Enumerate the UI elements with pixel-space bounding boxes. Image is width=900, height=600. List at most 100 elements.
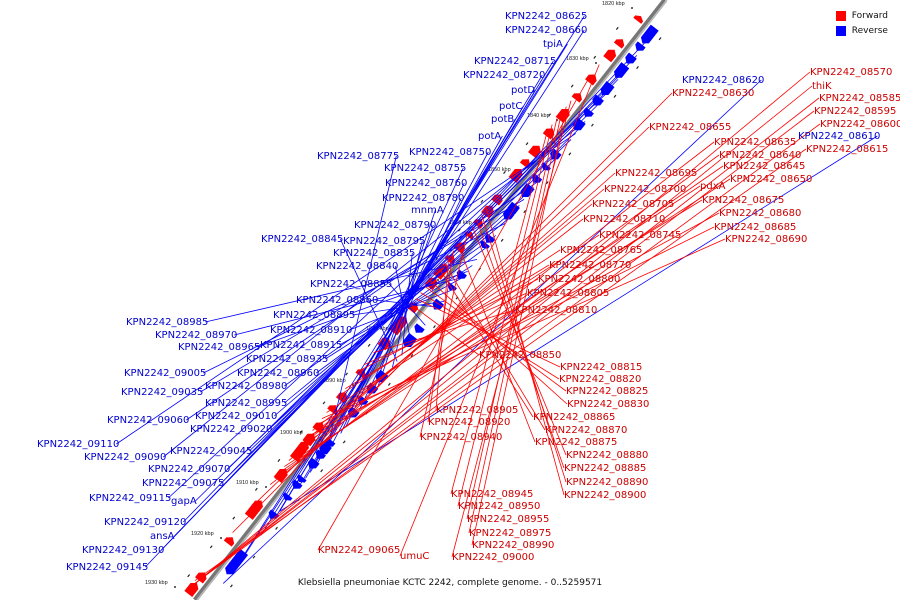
reverse-gene [414,323,425,333]
forward-gene [389,316,408,336]
orf-mark [387,382,391,386]
orf-mark [367,343,371,347]
reverse-gene-label: gapA [171,496,197,507]
reverse-gene-label: KPN2242_08775 [317,151,399,162]
forward-swatch [835,10,846,21]
axis-tick-label: 1820 kbp [602,1,625,7]
axis-tick-label: 1840 kbp [527,113,550,119]
forward-gene-label: KPN2242_08630 [672,88,754,99]
forward-gene-label: KPN2242_08585 [819,93,900,104]
reverse-gene-label: KPN2242_08855 [310,279,392,290]
orf-mark [590,123,594,127]
reverse-gene-label: KPN2242_08720 [463,70,545,81]
forward-gene-label: KPN2242_08695 [615,168,697,179]
forward-leader-line [188,85,813,590]
reverse-gene-label: KPN2242_08970 [155,330,237,341]
forward-gene [251,500,263,512]
reverse-gene-label: KPN2242_08780 [382,193,464,204]
forward-gene-label: KPN2242_08680 [719,208,801,219]
axis-tick [265,486,267,488]
forward-gene-label: KPN2242_09065 [318,545,400,556]
orf-mark [252,555,256,559]
forward-leader-line [284,178,731,467]
axis-tick-label: 1900 kbp [280,430,303,436]
forward-gene-label: KPN2242_08650 [730,174,812,185]
axis-tick-label: 1930 kbp [145,580,168,586]
reverse-gene-label: KPN2242_09035 [121,387,203,398]
reverse-gene-label: mnmA [411,205,444,216]
axis-tick [174,586,176,588]
forward-gene [184,582,199,598]
forward-gene-label: KPN2242_08800 [538,274,620,285]
reverse-gene [456,269,467,279]
reverse-gene-label: KPN2242_09120 [104,517,186,528]
reverse-gene-label: KPN2242_08795 [343,236,425,247]
reverse-gene-label: KPN2242_08625 [505,11,587,22]
forward-gene-label: KPN2242_08865 [533,412,615,423]
axis-tick [220,537,222,539]
axis-tick-label: 1850 kbp [488,167,511,173]
forward-gene-label: thiK [812,81,832,92]
reverse-gene-label: KPN2242_09045 [170,446,252,457]
axis-tick-label: 1860 kbp [449,220,472,226]
reverse-gene-label: KPN2242_08835 [333,248,415,259]
axis-tick-label: 1910 kbp [236,480,259,486]
forward-gene-label: KPN2242_08885 [564,463,646,474]
forward-gene-label: KPN2242_08635 [714,137,796,148]
forward-leader-line [188,97,820,589]
forward-gene-label: KPN2242_08655 [649,122,731,133]
axis-tick-label: 1890 kbp [323,378,346,384]
reverse-gene [366,382,379,394]
legend-reverse: Reverse [835,23,888,38]
orf-mark [545,181,549,185]
forward-leader-line [425,286,567,392]
reverse-gene-label: KPN2242_09075 [142,478,224,489]
orf-mark [187,574,191,578]
forward-leader-line [326,234,600,413]
forward-gene [194,572,207,584]
forward-leader-line [321,238,726,419]
forward-gene-label: KPN2242_08940 [420,432,502,443]
reverse-gene [640,24,659,44]
legend-forward: Forward [835,8,888,23]
reverse-leader-line [203,223,506,374]
reverse-leader-line [168,91,609,499]
forward-leader-line [451,100,572,558]
reverse-gene-label: KPN2242_09090 [84,452,166,463]
orf-mark [568,152,572,156]
reverse-leader-line [116,133,576,445]
reverse-gene-label: ansA [150,531,175,542]
orf-mark [300,430,303,434]
orf-mark [500,238,504,242]
forward-leader-line [443,262,546,431]
orf-mark [232,516,236,520]
reverse-leader-line [375,299,440,308]
forward-gene-label: KPN2242_08820 [559,374,641,385]
reverse-gene-label: KPN2242_09145 [66,562,148,573]
forward-gene [603,49,617,63]
forward-gene-label: KPN2242_08600 [820,119,900,130]
forward-gene-label: KPN2242_08850 [479,350,561,361]
reverse-leader-line [309,118,516,473]
reverse-gene-label: KPN2242_08965 [178,342,260,353]
reverse-gene-label: KPN2242_08750 [409,147,491,158]
forward-gene-label: KPN2242_08640 [719,150,801,161]
reverse-gene-label: KPN2242_08985 [126,317,208,328]
forward-leader-line [457,124,553,507]
forward-leader-line [466,118,558,520]
reverse-gene-label: KPN2242_09010 [195,411,277,422]
reverse-leader-line [340,167,464,434]
orf-mark [277,458,281,463]
reverse-gene-label: KPN2242_08790 [354,220,436,231]
orf-mark [658,37,662,41]
reverse-gene-label: potC [499,101,522,112]
reverse-leader-line [257,271,468,348]
forward-gene-label: KPN2242_08710 [583,214,665,225]
orf-mark [570,84,574,88]
orf-mark [615,26,619,31]
genome-caption: Klebsiella pneumoniae KCTC 2242, complet… [297,578,603,588]
reverse-gene-label: KPN2242_08960 [237,368,319,379]
forward-gene [633,15,644,24]
forward-leader-line [316,226,715,425]
